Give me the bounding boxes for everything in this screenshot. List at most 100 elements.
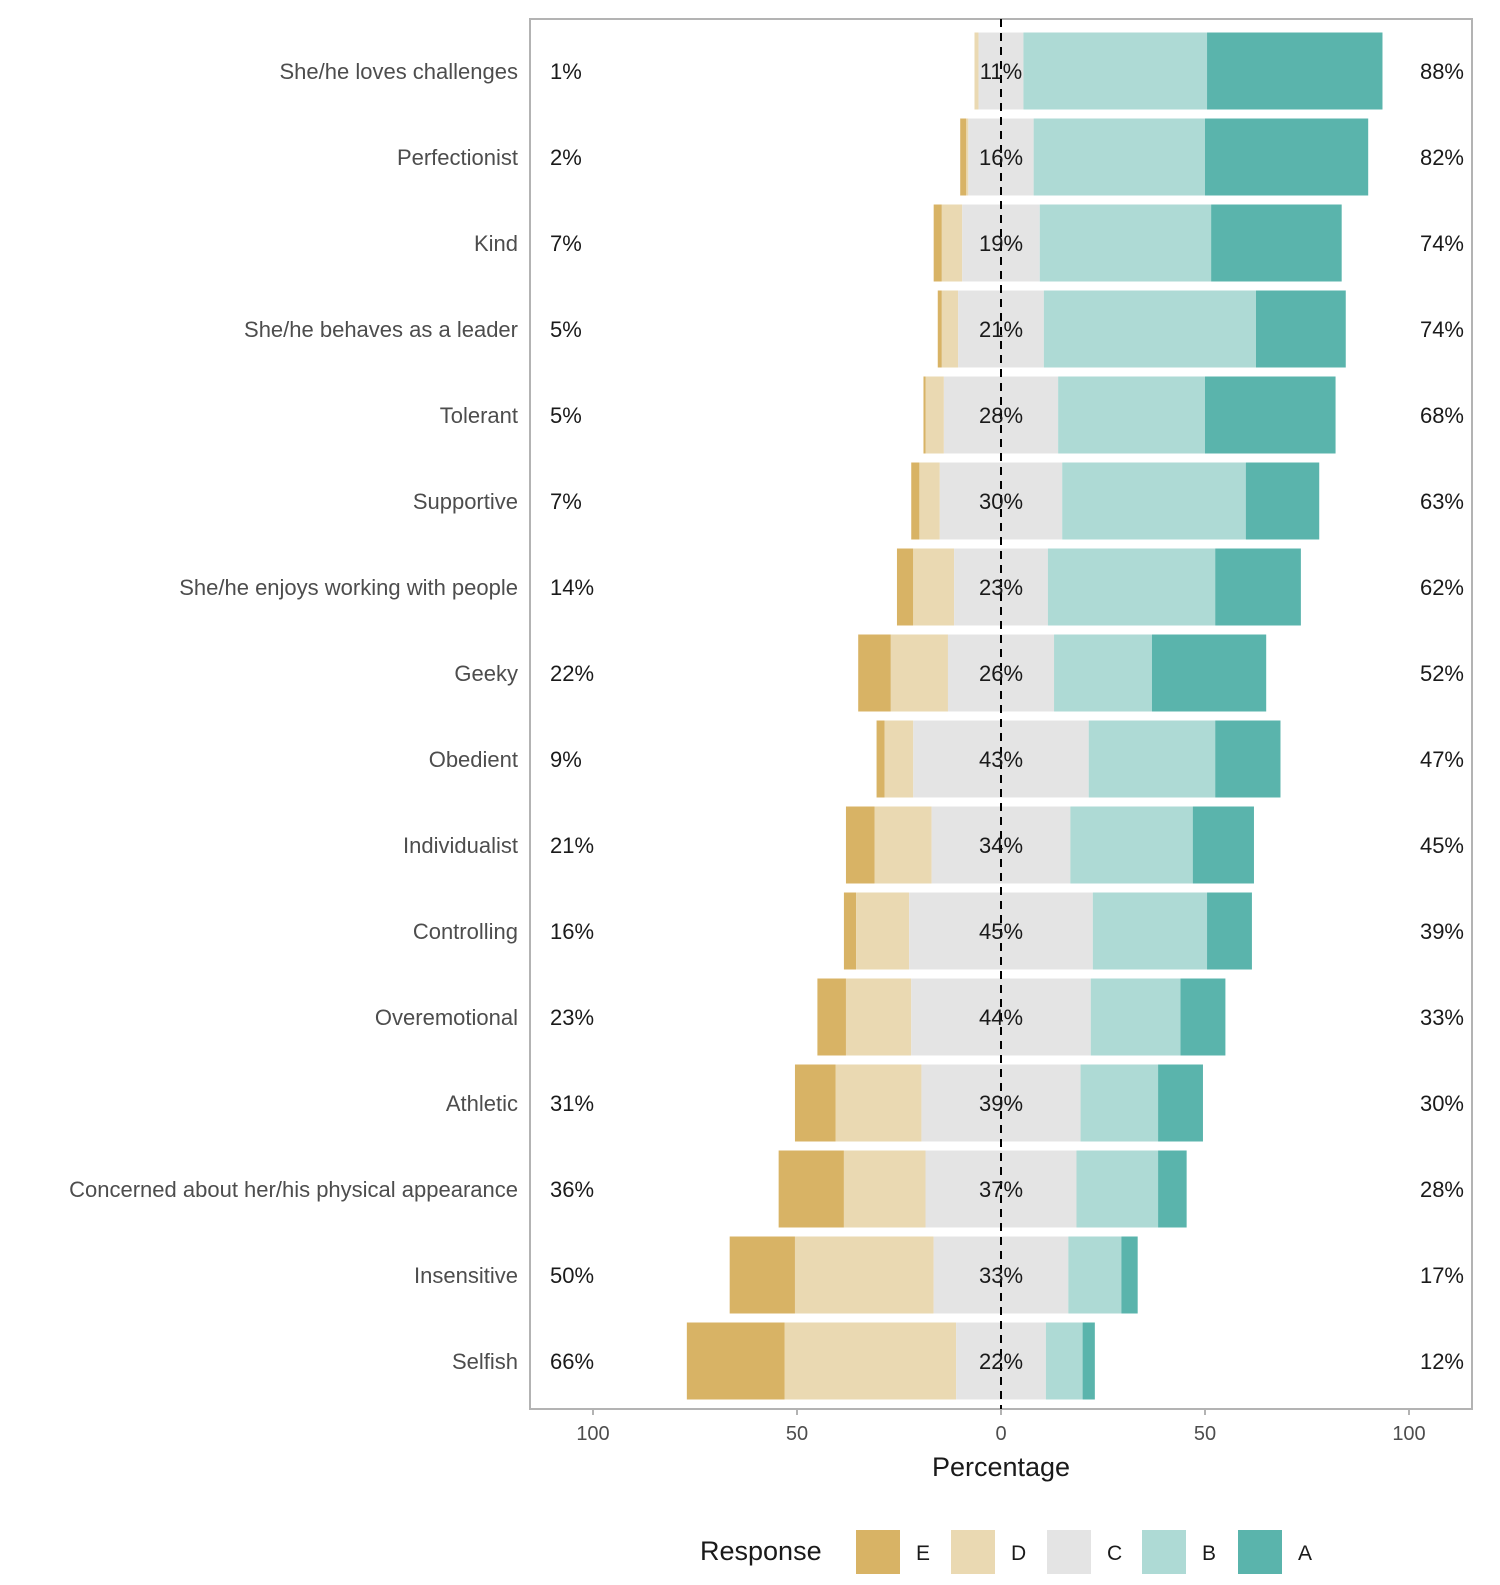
high-percent-label: 33% <box>1420 1005 1464 1030</box>
category-label: Athletic <box>446 1091 518 1116</box>
legend-label: A <box>1298 1542 1312 1565</box>
high-percent-label: 45% <box>1420 833 1464 858</box>
bar-segment-a <box>1180 978 1226 1056</box>
category-label: Geeky <box>454 661 518 686</box>
low-percent-label: 22% <box>550 661 594 686</box>
bar-segment-e <box>960 118 967 196</box>
bar-segment-e <box>843 892 857 970</box>
category-label: Controlling <box>413 919 518 944</box>
bar-segment-e <box>845 806 875 884</box>
bar-segment-d <box>835 1064 922 1142</box>
bar-segment-d <box>919 462 940 540</box>
category-label: Concerned about her/his physical appeara… <box>69 1177 518 1202</box>
low-percent-label: 5% <box>550 403 582 428</box>
bar-segment-a <box>1211 204 1342 282</box>
bar-segment-d <box>925 376 944 454</box>
bar-segment-a <box>1207 32 1383 110</box>
low-percent-label: 50% <box>550 1263 594 1288</box>
low-percent-label: 2% <box>550 145 582 170</box>
legend-label: B <box>1202 1542 1216 1565</box>
bar-segment-b <box>1076 1150 1159 1228</box>
legend-key-e <box>856 1530 900 1574</box>
neutral-percent-label: 43% <box>979 747 1023 772</box>
bar-segment-e <box>923 376 926 454</box>
legend-key-b <box>1142 1530 1186 1574</box>
category-label: Overemotional <box>375 1005 518 1030</box>
neutral-percent-label: 44% <box>979 1005 1023 1030</box>
bar-segment-a <box>1192 806 1254 884</box>
bar-segment-e <box>729 1236 795 1314</box>
bar-segment-a <box>1207 892 1252 970</box>
bar-segment-d <box>794 1236 934 1314</box>
bar-segment-b <box>1080 1064 1159 1142</box>
bar-segment-e <box>876 720 885 798</box>
neutral-percent-label: 26% <box>979 661 1023 686</box>
bar-segment-e <box>686 1322 785 1400</box>
x-tick-label: 0 <box>995 1423 1006 1445</box>
low-percent-label: 31% <box>550 1091 594 1116</box>
bar-segment-e <box>794 1064 836 1142</box>
low-percent-label: 66% <box>550 1349 594 1374</box>
bar-segment-b <box>1047 548 1216 626</box>
bar-segment-a <box>1205 118 1369 196</box>
bar-segment-b <box>1092 892 1208 970</box>
x-axis-ticks: 100 50 0 50 100 <box>576 1409 1426 1445</box>
low-percent-label: 7% <box>550 489 582 514</box>
high-percent-label: 74% <box>1420 317 1464 342</box>
bar-segment-e <box>911 462 920 540</box>
bar-segment-d <box>845 978 912 1056</box>
category-label: Insensitive <box>414 1263 518 1288</box>
bar-segment-b <box>1033 118 1205 196</box>
neutral-percent-label: 37% <box>979 1177 1023 1202</box>
category-label: Obedient <box>429 747 518 772</box>
bar-segment-d <box>941 290 959 368</box>
low-percent-label: 5% <box>550 317 582 342</box>
bar-segment-d <box>913 548 955 626</box>
bar-segment-a <box>1245 462 1320 540</box>
neutral-percent-label: 34% <box>979 833 1023 858</box>
bar-segment-e <box>937 290 942 368</box>
bar-segment-a <box>1215 548 1301 626</box>
legend-key-c <box>1047 1530 1091 1574</box>
bar-segment-e <box>778 1150 844 1228</box>
bar-segment-a <box>1256 290 1346 368</box>
x-tick-label: 100 <box>1392 1423 1425 1445</box>
high-percent-label: 12% <box>1420 1349 1464 1374</box>
bar-segment-e <box>933 204 942 282</box>
bar-segment-d <box>874 806 932 884</box>
category-label: Tolerant <box>440 403 518 428</box>
category-label: She/he loves challenges <box>280 59 519 84</box>
bar-segment-d <box>884 720 914 798</box>
neutral-percent-label: 11% <box>980 59 1022 84</box>
bar-segment-e <box>896 548 914 626</box>
bar-segment-d <box>784 1322 957 1400</box>
x-tick-label: 50 <box>786 1423 808 1445</box>
category-label: She/he behaves as a leader <box>244 317 518 342</box>
low-percent-label: 14% <box>550 575 594 600</box>
bar-segment-b <box>1068 1236 1122 1314</box>
bar-segment-b <box>1045 1322 1083 1400</box>
high-percent-label: 17% <box>1420 1263 1464 1288</box>
neutral-percent-label: 22% <box>979 1349 1023 1374</box>
high-percent-label: 88% <box>1420 59 1464 84</box>
legend-label: D <box>1011 1542 1026 1565</box>
bar-segment-b <box>1054 634 1152 712</box>
neutral-percent-label: 30% <box>979 489 1023 514</box>
category-label: She/he enjoys working with people <box>179 575 518 600</box>
neutral-percent-label: 33% <box>979 1263 1023 1288</box>
high-percent-label: 39% <box>1420 919 1464 944</box>
low-percent-label: 36% <box>550 1177 594 1202</box>
neutral-percent-label: 28% <box>979 403 1023 428</box>
category-label: Supportive <box>413 489 518 514</box>
bar-segment-a <box>1151 634 1267 712</box>
high-percent-label: 62% <box>1420 575 1464 600</box>
bar-segment-a <box>1158 1150 1187 1228</box>
low-percent-label: 9% <box>550 747 582 772</box>
neutral-percent-label: 39% <box>979 1091 1023 1116</box>
low-percent-label: 7% <box>550 231 582 256</box>
low-percent-label: 16% <box>550 919 594 944</box>
neutral-percent-label: 19% <box>979 231 1023 256</box>
labels-layer: She/he loves challenges 1% 11% 88% Perfectio… <box>69 59 1464 1374</box>
bars-layer <box>686 32 1383 1400</box>
neutral-percent-label: 21% <box>979 317 1023 342</box>
